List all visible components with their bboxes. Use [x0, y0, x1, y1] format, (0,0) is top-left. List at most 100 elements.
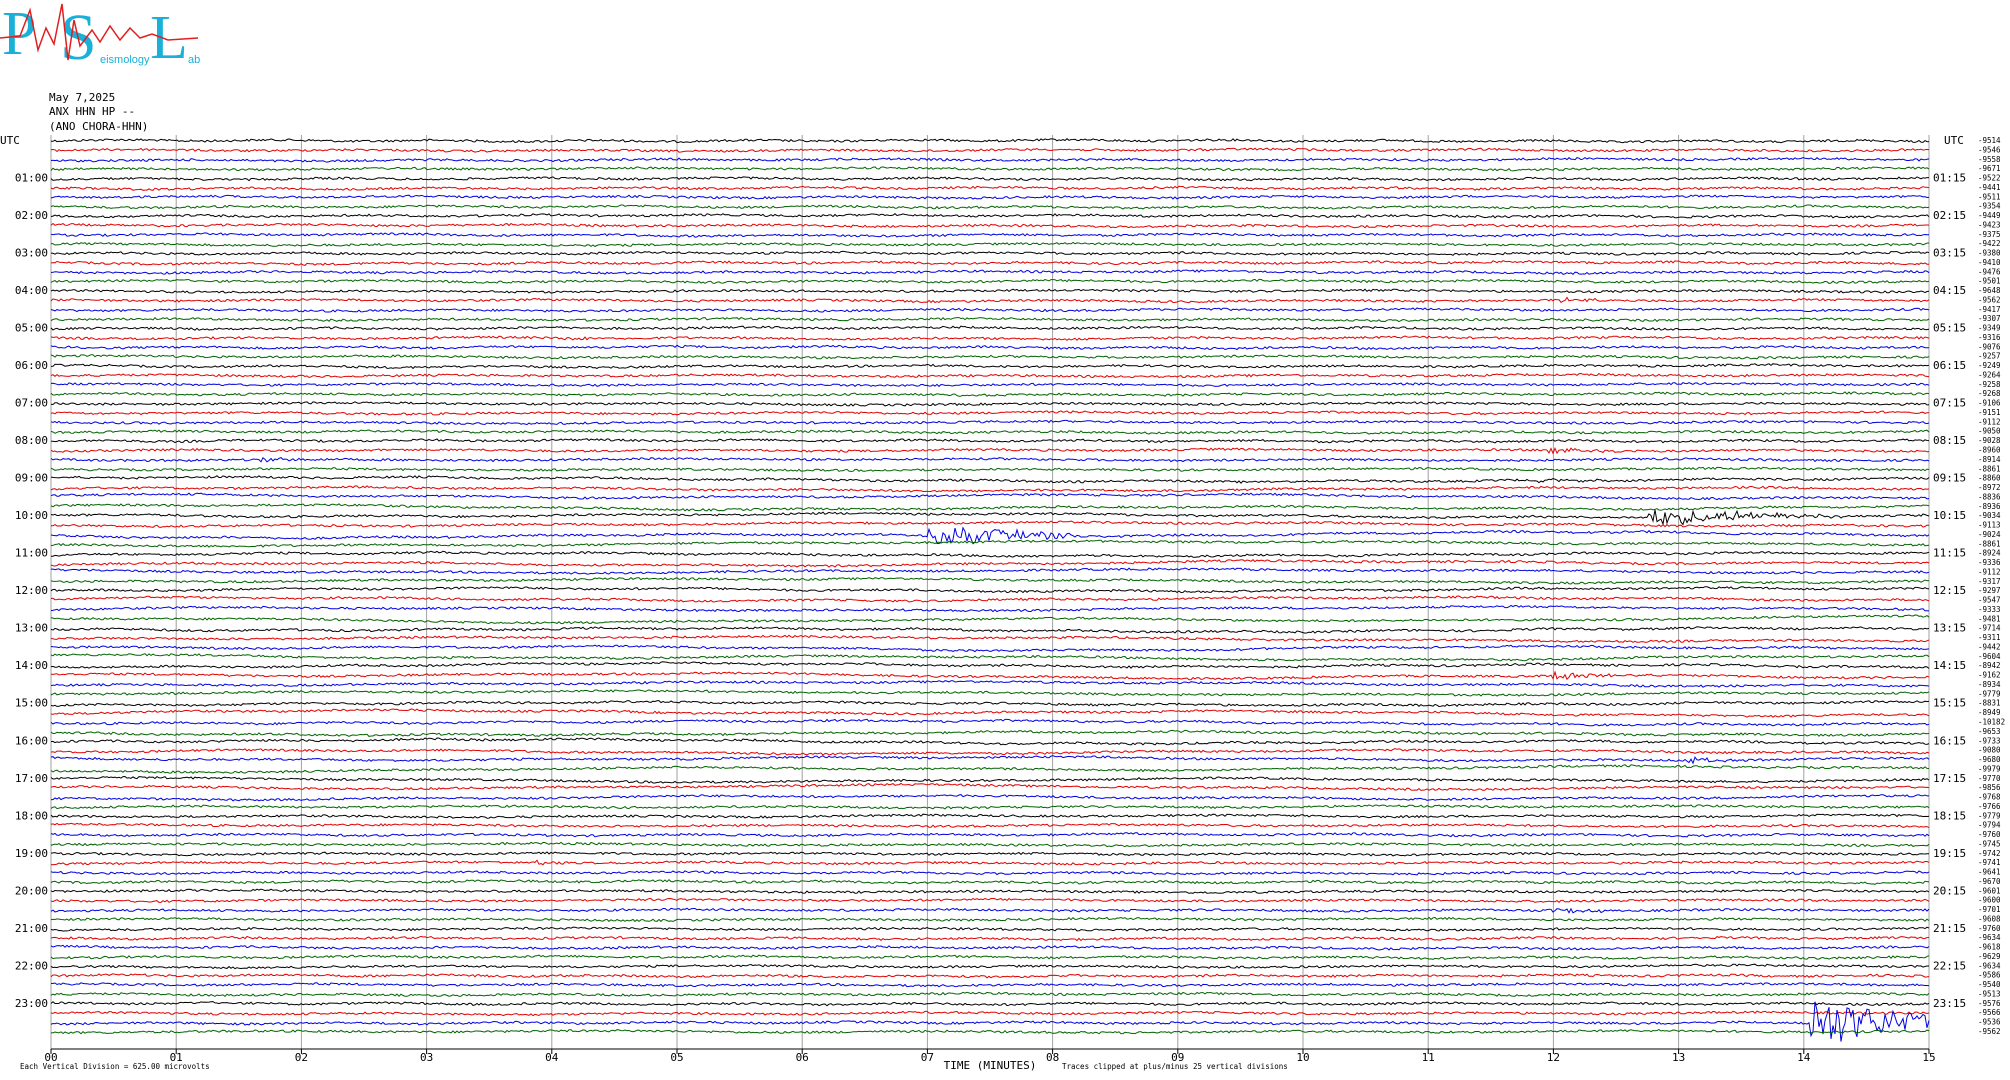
- row-label: 23:00: [15, 997, 48, 1010]
- trace-offset: -8914: [1978, 455, 2001, 464]
- trace-offset: -9648: [1978, 286, 2001, 295]
- trace: [50, 503, 1930, 512]
- trace-offset: -8861: [1978, 464, 2001, 473]
- row-label: 02:00: [15, 209, 48, 222]
- trace-offset: -9264: [1978, 370, 2001, 379]
- trace: [50, 604, 1930, 613]
- trace: [50, 241, 1930, 248]
- trace-offset: -9050: [1978, 427, 2001, 436]
- trace-offset: -9501: [1978, 277, 2001, 286]
- trace: [50, 260, 1930, 266]
- trace-offset: -9562: [1978, 1027, 2001, 1036]
- row-label: 22:15: [1933, 959, 1966, 972]
- trace-offset: -9856: [1978, 783, 2001, 792]
- row-label: 12:15: [1933, 584, 1966, 597]
- x-tick-label: 09: [1171, 1051, 1184, 1064]
- trace-offset: -9514: [1978, 136, 2001, 145]
- trace-offset: -9112: [1978, 417, 2001, 426]
- row-label: 19:00: [15, 847, 48, 860]
- trace: [50, 944, 1930, 951]
- trace-offset: -9745: [1978, 839, 2001, 848]
- x-tick-label: 06: [796, 1051, 809, 1064]
- trace: [50, 822, 1930, 829]
- trace: [50, 391, 1930, 397]
- trace: [50, 307, 1930, 313]
- trace-offset: -8942: [1978, 661, 2001, 670]
- trace-offset: -9558: [1978, 155, 2001, 164]
- trace: [50, 1010, 1930, 1017]
- trace-offset: -9604: [1978, 652, 2001, 661]
- row-label: 01:00: [15, 172, 48, 185]
- trace-offset: -9249: [1978, 361, 2001, 370]
- row-label: 09:15: [1933, 472, 1966, 485]
- trace: [50, 916, 1930, 923]
- trace: [50, 689, 1930, 697]
- trace-offset: -9162: [1978, 671, 2001, 680]
- trace: [50, 166, 1930, 172]
- trace-offset: -8972: [1978, 483, 2001, 492]
- trace: [50, 634, 1930, 643]
- trace-offset: -8831: [1978, 699, 2001, 708]
- x-tick-label: 03: [420, 1051, 433, 1064]
- row-label: 16:15: [1933, 734, 1966, 747]
- trace: [50, 559, 1930, 568]
- trace: [50, 897, 1930, 903]
- trace-offset: -9629: [1978, 952, 2001, 961]
- trace-offset: -9540: [1978, 980, 2001, 989]
- trace: [50, 832, 1930, 838]
- trace: [50, 576, 1930, 585]
- trace: [50, 372, 1930, 379]
- trace-offset: -9653: [1978, 727, 2001, 736]
- trace-offset: -9522: [1978, 174, 2001, 183]
- trace-offset: -9258: [1978, 380, 2001, 389]
- trace-offset: -9513: [1978, 989, 2001, 998]
- row-label: 04:15: [1933, 284, 1966, 297]
- trace: [50, 804, 1930, 810]
- row-label: 20:00: [15, 884, 48, 897]
- row-label: 08:15: [1933, 434, 1966, 447]
- trace-offset: -9333: [1978, 605, 2001, 614]
- trace-offset: -9760: [1978, 924, 2001, 933]
- trace: [50, 466, 1930, 472]
- trace-offset: -9311: [1978, 633, 2001, 642]
- scale-note: Each Vertical Division = 625.00 microvol…: [20, 1062, 210, 1071]
- row-label: 11:15: [1933, 547, 1966, 560]
- trace: [50, 363, 1930, 370]
- row-label: 18:00: [15, 809, 48, 822]
- trace: [50, 335, 1930, 341]
- trace-offset: -9600: [1978, 896, 2001, 905]
- trace: [50, 567, 1930, 575]
- row-label: 07:00: [15, 397, 48, 410]
- trace: [50, 973, 1930, 979]
- row-label: 12:00: [15, 584, 48, 597]
- trace-offset: -9641: [1978, 868, 2001, 877]
- trace: [50, 176, 1929, 182]
- trace-offset: -9375: [1978, 230, 2001, 239]
- trace: [51, 138, 1930, 144]
- x-tick-label: 11: [1422, 1051, 1435, 1064]
- row-label: 22:00: [15, 959, 48, 972]
- trace: [50, 269, 1930, 275]
- trace-offset: -9080: [1978, 746, 2001, 755]
- row-label: 23:15: [1933, 997, 1966, 1010]
- x-tick-label: 13: [1672, 1051, 1685, 1064]
- trace-offset: -9297: [1978, 586, 2001, 595]
- trace: [50, 1001, 1930, 1042]
- row-label: 18:15: [1933, 809, 1966, 822]
- trace-offset: -9576: [1978, 999, 2001, 1008]
- trace: [50, 250, 1930, 256]
- trace-offset: -10182: [1978, 717, 2005, 726]
- trace-offset: -8836: [1978, 492, 2001, 501]
- trace-offset: -9618: [1978, 943, 2001, 952]
- traces: [50, 138, 1930, 1042]
- logo: P S L eismology ab: [0, 0, 200, 74]
- trace: [50, 718, 1930, 727]
- row-label: 21:15: [1933, 922, 1966, 935]
- row-label: 17:00: [15, 772, 48, 785]
- trace: [50, 926, 1930, 932]
- trace-offset: -9566: [1978, 1008, 2001, 1017]
- row-label: 16:00: [15, 734, 48, 747]
- x-tick-label: 01: [170, 1051, 183, 1064]
- trace: [50, 935, 1930, 942]
- trace-offset: -9441: [1978, 183, 2001, 192]
